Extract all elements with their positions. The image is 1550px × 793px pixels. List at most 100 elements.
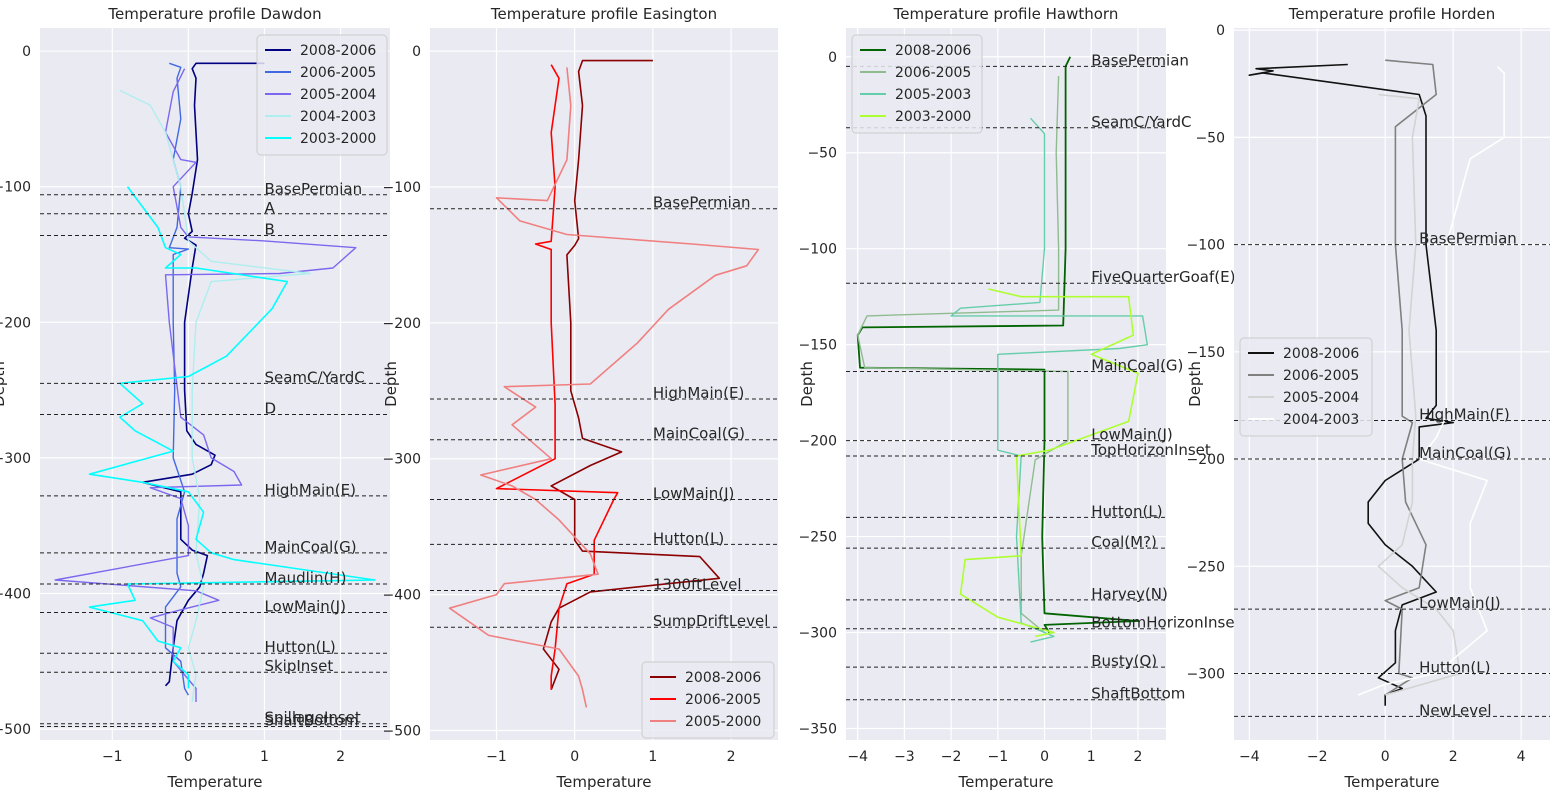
- y-tick-label: −300: [383, 452, 421, 468]
- horizon-label: SpillageInset: [264, 709, 360, 727]
- horizon-label: BasePermian: [653, 194, 751, 212]
- series-line-2003-2000: [88, 186, 376, 689]
- legend: 2008-2006 2006-2005 2005-2004 2004-2003: [1239, 337, 1373, 437]
- y-tick-label: −100: [799, 242, 837, 258]
- horizon-label: BottomHorizonInset: [1091, 614, 1240, 632]
- horizon-label: BasePermian: [1419, 230, 1517, 248]
- chart-title: Temperature profile Easington: [490, 5, 717, 23]
- y-tick-label: −250: [799, 530, 837, 546]
- y-tick-label: −250: [1187, 559, 1225, 575]
- horizon-label: Hutton(L): [653, 529, 724, 547]
- horizon-label: Harvey(N): [1091, 585, 1168, 603]
- y-tick-label: 0: [1216, 23, 1225, 39]
- chart-panel-4: −4 −2 0 2 4 0 −50 −100 −150 −200 −250 −300 BasePermi…: [1186, 5, 1550, 791]
- horizon-label: SeamC/YardC: [264, 368, 364, 386]
- y-tick-label: −100: [1187, 238, 1225, 254]
- y-tick-label: −200: [1187, 452, 1225, 468]
- plot-area: [846, 28, 1166, 740]
- x-axis-label: Temperature: [1343, 773, 1439, 791]
- legend-label: 2008-2006: [895, 43, 971, 59]
- horizon-label: B: [264, 220, 274, 238]
- legend-label: 2008-2006: [300, 43, 376, 59]
- y-tick-label: 0: [412, 44, 421, 60]
- x-tick-label: −2: [941, 749, 962, 765]
- x-tick-label: 1: [1087, 749, 1096, 765]
- x-tick-label: −4: [1239, 749, 1260, 765]
- x-tick-label: 0: [1040, 749, 1049, 765]
- x-tick-label: −4: [847, 749, 868, 765]
- legend: 2008-2006 2006-2005 2005-2004 2004-2003 2003…: [256, 34, 388, 156]
- horizon-label: 1300ftLevel: [653, 576, 742, 594]
- horizon-label: LowMain(J): [1091, 426, 1172, 444]
- horizon-label: SumpDriftLevel: [653, 612, 769, 630]
- horizon-label: MainCoal(G): [1419, 444, 1511, 462]
- y-tick-label: −200: [0, 315, 31, 331]
- x-tick-label: −3: [894, 749, 915, 765]
- y-tick-label: −200: [799, 434, 837, 450]
- horizon-label: Hutton(L): [264, 638, 335, 656]
- series-line-2005-2003: [950, 117, 1148, 643]
- y-tick-label: −150: [1187, 345, 1225, 361]
- x-tick-label: −1: [102, 749, 123, 765]
- x-tick-label: −2: [1307, 749, 1328, 765]
- horizon-label: MainCoal(G): [653, 425, 745, 443]
- y-axis-label: Depth: [0, 361, 8, 407]
- series-line-2004-2003: [119, 89, 311, 703]
- horizon-label: LowMain(J): [653, 484, 734, 502]
- horizon-label: LowMain(J): [1419, 594, 1500, 612]
- horizon-label: SkipInset: [264, 657, 333, 675]
- horizon-label: ShaftBottom: [264, 711, 358, 729]
- horizon-label: Maudlin(H): [264, 569, 346, 587]
- x-tick-label: 1: [260, 749, 269, 765]
- horizon-label: A: [264, 199, 275, 217]
- horizon-label: ShaftBottom: [1091, 685, 1185, 703]
- chart-panel-3: −4 −3 −2 −1 0 1 2 0 −50 −100 −150 −200 −250 −300 −350 B…: [798, 5, 1241, 791]
- y-tick-label: −200: [383, 316, 421, 332]
- y-tick-label: 0: [828, 50, 837, 66]
- horizon-label: Hutton(L): [1091, 502, 1162, 520]
- legend-label: 2003-2000: [895, 109, 971, 125]
- horizon-label: TopHorizonInset: [1090, 441, 1211, 459]
- legend-frame: [641, 661, 775, 739]
- horizon-label: BasePermian: [264, 180, 362, 198]
- plot-area: [430, 28, 778, 740]
- legend: 2008-2006 2006-2005 2005-2000: [641, 661, 775, 739]
- series-line-2005-2004: [54, 68, 357, 702]
- horizon-label: BasePermian: [1091, 51, 1189, 69]
- legend-label: 2004-2003: [1283, 412, 1359, 428]
- series-line-2008-2006: [856, 56, 1139, 633]
- horizon-label: Busty(Q): [1091, 652, 1157, 670]
- y-tick-label: −500: [383, 723, 421, 739]
- y-axis-label: Depth: [1186, 361, 1204, 407]
- legend-label: 2006-2005: [300, 65, 376, 81]
- y-tick-label: −400: [0, 587, 31, 603]
- horizon-label: Coal(M?): [1091, 533, 1157, 551]
- y-tick-label: −300: [0, 451, 31, 467]
- x-tick-label: 2: [336, 749, 345, 765]
- series-line-2006-2005: [495, 64, 619, 690]
- chart-title: Temperature profile Hawthorn: [893, 5, 1119, 23]
- horizon-label: NewLevel: [1419, 701, 1491, 719]
- horizon-label: FiveQuarterGoaf(E): [1091, 268, 1235, 286]
- x-tick-label: 0: [1381, 749, 1390, 765]
- x-tick-label: 2: [727, 749, 736, 765]
- x-axis-label: Temperature: [957, 773, 1053, 791]
- x-axis-label: Temperature: [555, 773, 651, 791]
- x-tick-label: 2: [1134, 749, 1143, 765]
- x-tick-label: 4: [1517, 749, 1526, 765]
- series-line-2005-2004: [1377, 93, 1461, 696]
- chart-panel-2: −1 0 1 2 0 −100 −200 −300 −400 −500 BasePermian Hig…: [382, 5, 778, 791]
- horizon-label: HighMain(F): [1419, 405, 1510, 423]
- x-tick-label: 2: [1449, 749, 1458, 765]
- y-tick-label: −50: [807, 146, 837, 162]
- horizon-label: LowMain(J): [264, 598, 345, 616]
- legend-label: 2004-2003: [300, 109, 376, 125]
- legend-label: 2006-2005: [1283, 368, 1359, 384]
- x-tick-label: 0: [570, 749, 579, 765]
- horizon-label: D: [264, 400, 276, 418]
- y-axis-label: Depth: [382, 361, 400, 407]
- x-tick-label: −1: [988, 749, 1009, 765]
- y-tick-label: −100: [383, 180, 421, 196]
- horizon-label: SeamC/YardC: [1091, 113, 1191, 131]
